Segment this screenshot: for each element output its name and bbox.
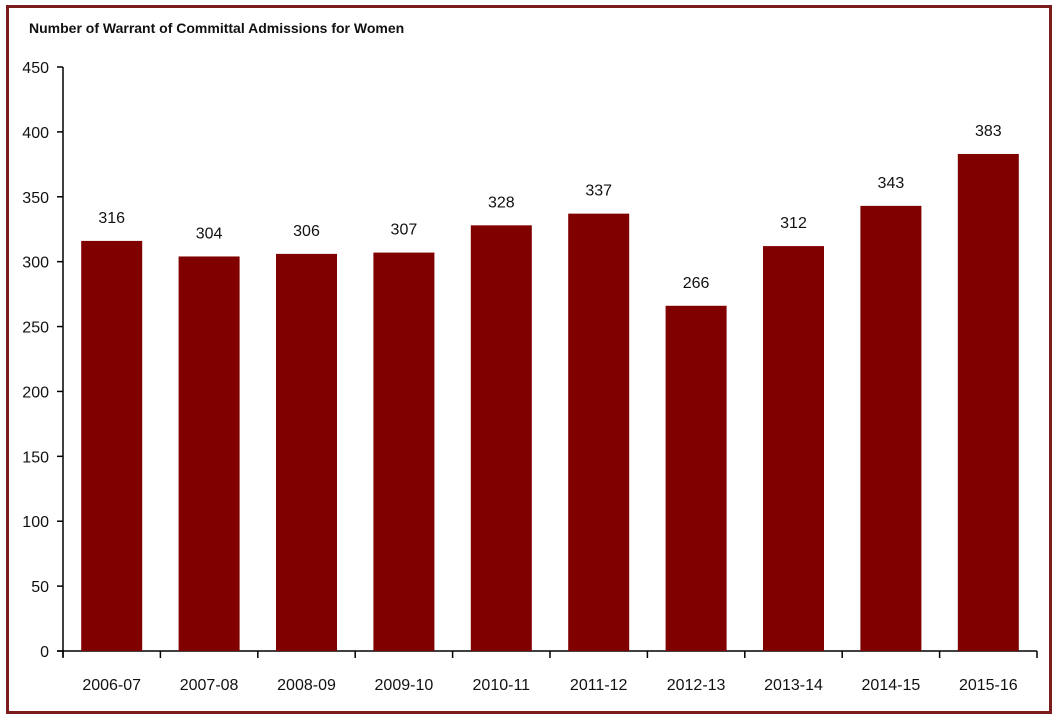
data-label: 266 bbox=[683, 275, 710, 292]
y-tick-label: 250 bbox=[22, 320, 49, 337]
x-tick-label: 2011-12 bbox=[570, 677, 628, 694]
bar bbox=[957, 153, 1019, 651]
bar bbox=[470, 225, 532, 651]
data-label: 343 bbox=[878, 175, 905, 192]
data-label: 312 bbox=[780, 215, 807, 232]
data-label: 316 bbox=[98, 210, 125, 227]
x-tick-label: 2010-11 bbox=[473, 677, 531, 694]
bar bbox=[276, 253, 337, 651]
bar bbox=[373, 252, 435, 652]
y-tick-label: 0 bbox=[40, 644, 49, 661]
y-tick-label: 50 bbox=[31, 579, 49, 596]
y-tick-label: 200 bbox=[22, 384, 49, 401]
x-tick-label: 2007-08 bbox=[180, 677, 239, 694]
data-label: 304 bbox=[196, 225, 223, 242]
y-tick-label: 350 bbox=[22, 190, 49, 207]
data-label: 337 bbox=[585, 183, 612, 200]
bar bbox=[178, 256, 240, 651]
data-label: 307 bbox=[391, 222, 418, 239]
y-tick-label: 450 bbox=[22, 60, 49, 77]
x-tick-label: 2008-09 bbox=[277, 677, 336, 694]
chart-title: Number of Warrant of Committal Admission… bbox=[29, 20, 405, 36]
bar bbox=[763, 246, 824, 652]
y-tick-label: 300 bbox=[22, 255, 49, 272]
bar bbox=[568, 213, 630, 651]
bar bbox=[81, 240, 143, 651]
bar bbox=[860, 205, 922, 651]
x-tick-label: 2013-14 bbox=[764, 677, 823, 694]
y-tick-label: 100 bbox=[22, 514, 49, 531]
x-tick-label: 2009-10 bbox=[375, 677, 434, 694]
data-label: 306 bbox=[293, 223, 320, 240]
y-tick-label: 400 bbox=[22, 125, 49, 142]
bar bbox=[665, 305, 727, 651]
chart-frame bbox=[6, 5, 1052, 714]
x-tick-label: 2012-13 bbox=[667, 677, 726, 694]
y-tick-label: 150 bbox=[22, 449, 49, 466]
x-tick-label: 2006-07 bbox=[82, 677, 141, 694]
x-tick-label: 2015-16 bbox=[959, 677, 1018, 694]
data-label: 328 bbox=[488, 194, 515, 211]
x-tick-label: 2014-15 bbox=[862, 677, 921, 694]
data-label: 383 bbox=[975, 123, 1002, 140]
